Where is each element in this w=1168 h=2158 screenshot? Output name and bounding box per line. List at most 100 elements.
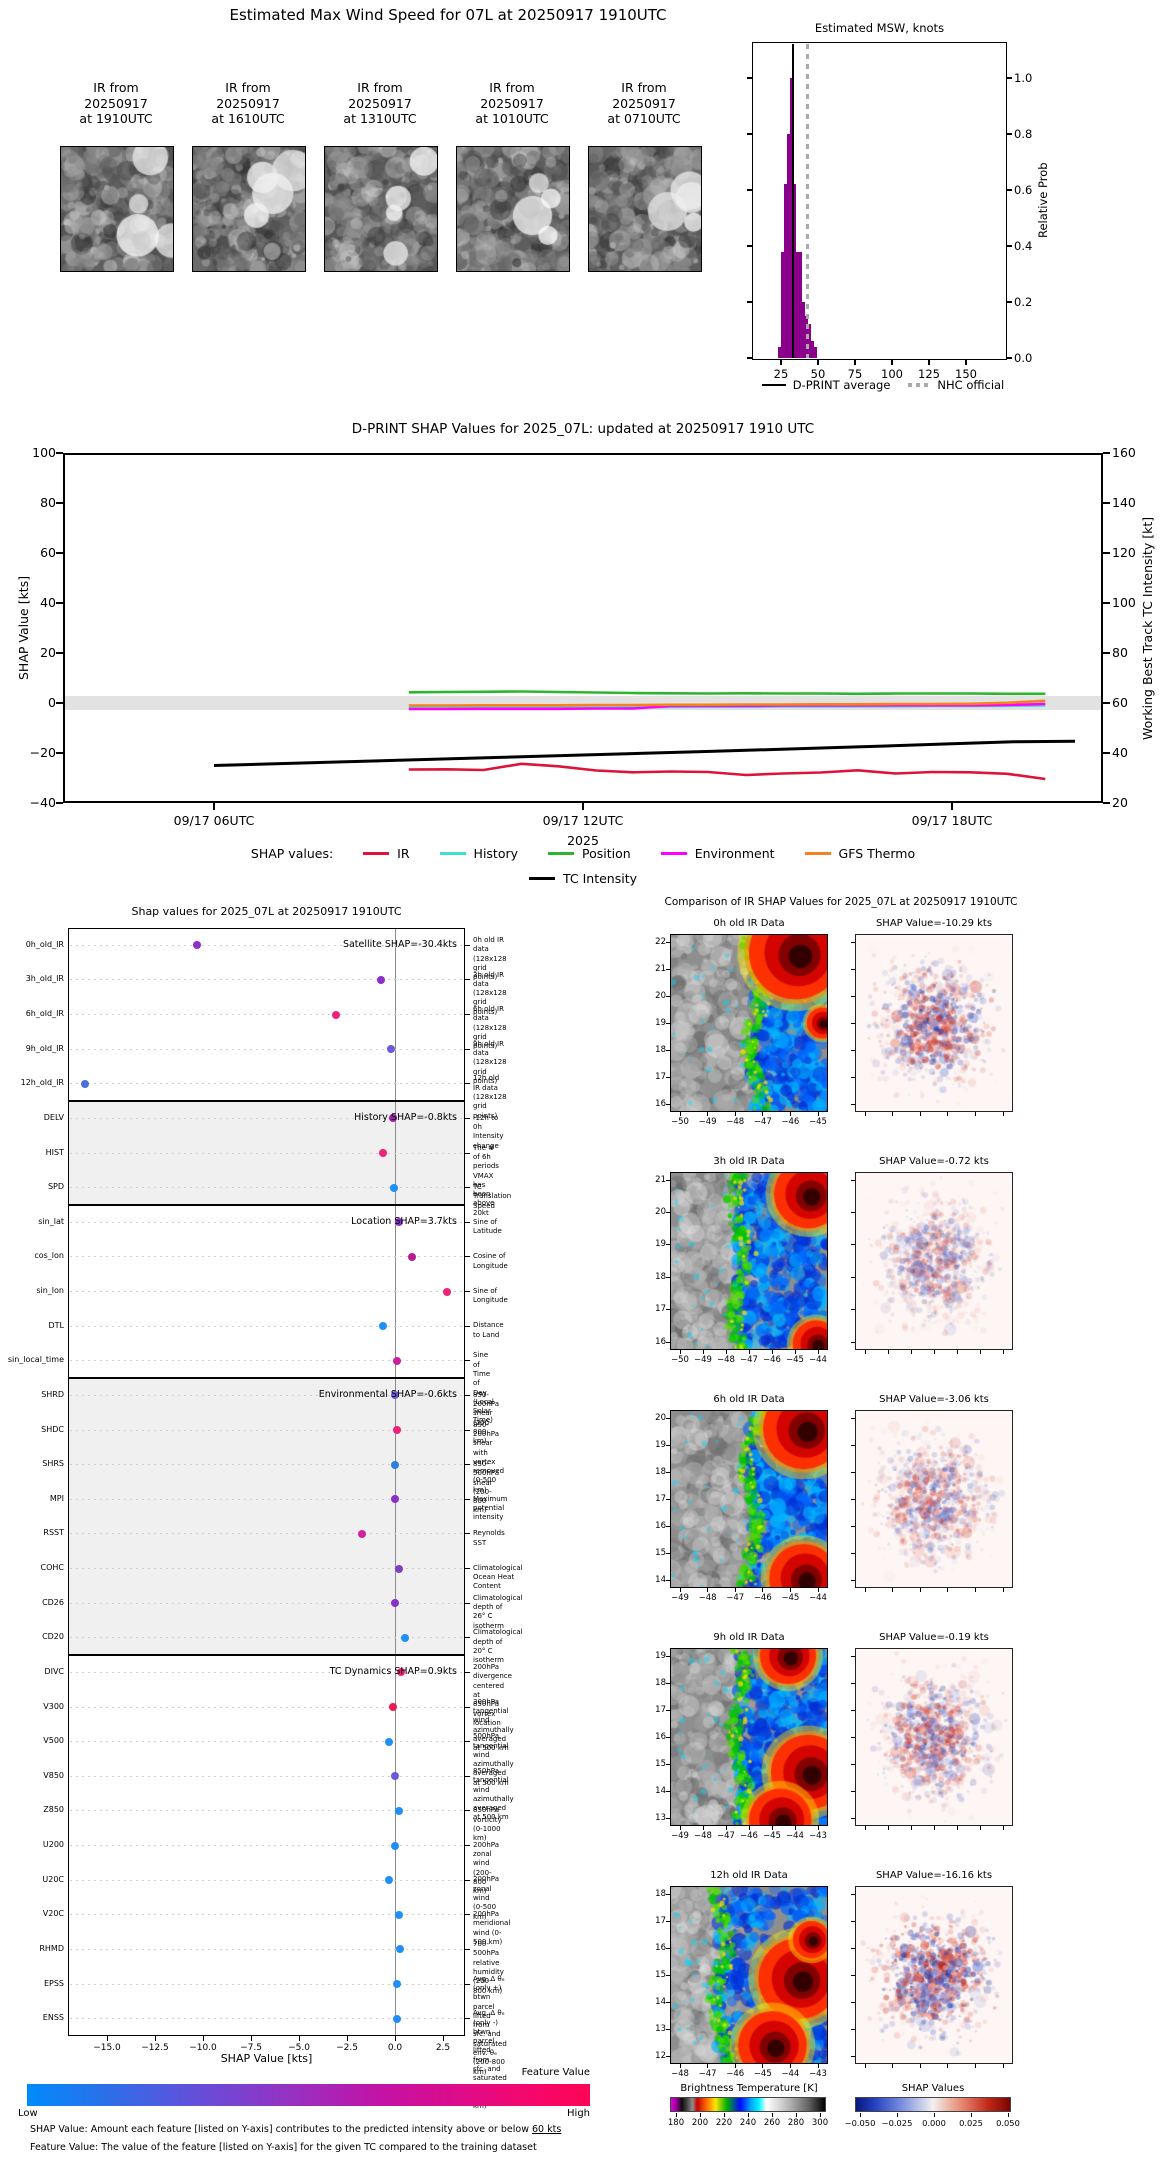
shap-dot [391,1495,399,1504]
feature-desc-label: 200hPa zonal wind (0-500 km) [473,1875,499,1921]
feature-name-label: MPI [49,1493,64,1503]
lat-tick-label: 21 [655,1174,666,1185]
lat-tick-label: 18 [655,1271,666,1282]
lon-tick-label: −46 [753,1593,772,1603]
lat-tick-label: 14 [655,1996,666,2007]
shap-colorbar [855,2097,1011,2112]
y-tick [56,502,63,504]
x-tick-label: 09/17 12UTC [542,813,624,828]
lat-tick-label: 22 [655,936,666,947]
lon-tick-label: −46 [763,1355,781,1365]
shap-map-panel [855,1410,1013,1588]
y-tick [1007,133,1012,135]
lon-tick-label: −44 [809,1593,827,1603]
legend-entry-label: Position [582,846,631,861]
lat-tick [851,1709,855,1711]
timeseries-title: D-PRINT SHAP Values for 2025_07L: update… [351,421,815,437]
lon-tick-label: −47 [740,1355,758,1365]
row-guide-line [70,1187,463,1189]
shap-map-image [856,1887,1012,2063]
feature-desc-label: 3h old IR data (128x128 grid points) [473,970,507,1016]
lon-tick [762,2064,764,2068]
timeseries-plot-border [63,453,1103,803]
lon-tick-label: −49 [698,1117,717,1127]
ir-map-image [671,1173,827,1349]
legend-entry-label: History [473,846,519,861]
y-tick [1007,301,1012,303]
shap-map-image [856,1173,1012,1349]
feature-name-label: SHRS [42,1459,64,1469]
y-tick [1103,652,1110,654]
y-tick-label: 160 [1112,445,1136,460]
ir-map-image [671,1649,827,1825]
row-guide-line [70,1429,463,1431]
ir-panel-title: 9h old IR Data [713,1632,785,1643]
section-header-label: TC Dynamics SHAP=0.9kts [329,1666,457,1678]
shap-dot [392,1980,401,1989]
y-tick-label: −40 [29,795,56,810]
feature-name-label: COHC [40,1563,64,1573]
row-guide-line [70,1048,463,1050]
lon-tick-label: −50 [671,1355,689,1365]
feature-tick [465,1602,470,1604]
feature-name-label: sin_lat [38,1216,64,1226]
x-tick [854,360,856,365]
bt-cb-tick [771,2113,773,2117]
shap-dot [358,1529,367,1538]
lat-tick [851,1444,855,1446]
shap-dot [392,1356,401,1365]
lat-tick [666,1736,670,1738]
lon-tick [789,2064,791,2068]
lat-tick-label: 17 [655,1304,666,1315]
feature-name-label: DELV [43,1112,64,1122]
lat-tick-label: 20 [655,990,666,1001]
legend-entry-label: GFS Thermo [838,846,916,861]
lat-tick [666,1947,670,1949]
lat-tick [666,1682,670,1684]
x-tick-label: 150 [955,367,977,381]
lon-tick [707,2064,709,2068]
x-tick [582,803,584,810]
section-shading [69,1378,464,1656]
lat-tick [666,1790,670,1792]
feature-name-label: EPSS [43,1978,64,1988]
feature-desc-label: 200hPa meridional wind (0-500 km) [473,1910,511,1946]
lon-tick [817,1112,819,1116]
ir-panel-title: 0h old IR Data [713,918,785,929]
ir-map-image [671,1411,827,1587]
figure-title: Estimated Max Wind Speed for 07L at 2025… [229,6,667,24]
section-boundary-line [68,1654,465,1657]
lon-tick [679,1588,681,1592]
bt-cb-tick-label: 220 [715,2118,733,2128]
x-tick [394,2036,396,2041]
lat-tick-label: 20 [655,1206,666,1217]
dotplot-title: Shap values for 2025_07L at 20250917 191… [131,905,402,918]
lon-tick-label: −49 [694,1355,712,1365]
legend-swatch-icon [804,852,831,855]
shap-dot [391,1772,399,1781]
y-tick-label: 100 [1112,595,1136,610]
histogram-bar [810,341,814,358]
row-guide-line [70,1741,463,1743]
lat-tick [666,1763,670,1765]
shap-dot [396,1668,405,1677]
histogram-plot-box [752,42,1007,360]
lat-tick-label: 21 [655,963,666,974]
ir-map-panel [670,1886,828,2064]
lat-tick [851,1579,855,1581]
lat-tick-label: 14 [655,1785,666,1796]
feature-desc-label: 850hPa vorticity (0-1000 km) [473,1806,502,1843]
feature-tick [465,1256,470,1258]
lat-tick [851,1309,855,1311]
lat-tick-label: 14 [655,1574,666,1585]
ir-panel-title: 12h old IR Data [710,1870,788,1881]
lon-tick [679,1826,681,1830]
series-position [408,690,1046,696]
x-tick-label: −7.5 [240,2043,262,2053]
lon-tick [748,1826,750,1830]
lat-tick [851,1211,855,1213]
shap-dot [377,975,386,984]
lat-tick [666,1049,670,1051]
feature-name-label: U20C [42,1874,64,1884]
lat-tick [666,1022,670,1024]
